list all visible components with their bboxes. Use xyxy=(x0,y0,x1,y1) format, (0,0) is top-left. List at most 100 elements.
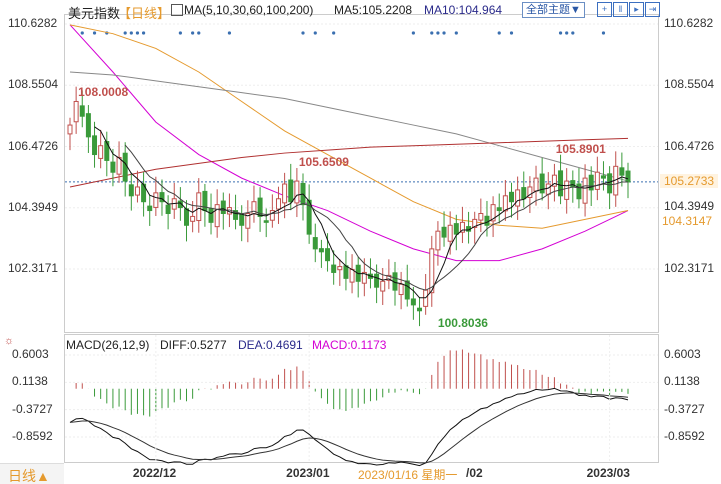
right-price-tick: 104.3949 xyxy=(664,198,715,213)
event-marker-dot xyxy=(123,31,127,35)
candle-body xyxy=(190,215,196,222)
candle-body xyxy=(588,174,594,191)
event-marker-dot xyxy=(313,31,317,35)
candle-body xyxy=(527,186,533,199)
macd-right-tick: -0.8592 xyxy=(664,429,705,443)
price-annotation: 100.8036 xyxy=(437,315,488,330)
ma-settings-icon[interactable] xyxy=(171,4,183,16)
event-marker-dot xyxy=(454,31,458,35)
period-label: 【日线】 xyxy=(118,6,171,21)
candle-body xyxy=(398,283,404,296)
candle-body xyxy=(165,204,171,214)
ma5-line xyxy=(94,126,629,299)
macd-right-tick: 0.6003 xyxy=(664,347,701,361)
macd-panel-frame xyxy=(64,334,659,463)
candle-body xyxy=(73,100,79,123)
zoom-icon[interactable]: ▸ xyxy=(629,2,644,17)
date-axis-label: 2023/01 xyxy=(286,466,330,480)
event-marker-dot xyxy=(571,31,575,35)
event-marker-dot xyxy=(565,31,569,35)
event-marker-dot xyxy=(135,31,140,35)
candle-body xyxy=(539,173,545,194)
candle-body xyxy=(269,210,275,221)
candle-body xyxy=(220,200,226,214)
candle-body xyxy=(435,230,441,251)
candle-body xyxy=(306,199,312,235)
hover-date: 2023/01/16 星期一 xyxy=(358,468,458,482)
candle-body xyxy=(263,220,269,223)
candle-body xyxy=(312,237,318,250)
candle-body xyxy=(508,191,514,203)
price-annotation: 105.6509 xyxy=(298,154,349,169)
candle-body xyxy=(570,180,576,188)
candle-body xyxy=(159,192,165,203)
candle-body xyxy=(245,212,251,229)
event-marker-dot xyxy=(178,31,182,35)
event-marker-dot xyxy=(509,31,514,35)
candle-body xyxy=(318,248,324,253)
candle-body xyxy=(490,204,496,222)
candle-body xyxy=(600,175,606,179)
macd-right-tick: 0.1138 xyxy=(664,374,700,389)
macd-left-tick: 0.6003 xyxy=(12,347,49,361)
candle-body xyxy=(472,218,478,228)
candle-body xyxy=(116,156,122,175)
candle-body xyxy=(110,161,116,173)
candle-body xyxy=(551,174,557,187)
candle-body xyxy=(478,212,484,221)
candle-body xyxy=(294,180,300,204)
candle-body xyxy=(331,264,337,273)
event-marker-dot xyxy=(332,31,336,35)
macd-settings-icon[interactable]: ☼ xyxy=(4,335,15,347)
current-price-label: 105.2733 xyxy=(660,173,719,188)
candle-body xyxy=(386,274,392,281)
candle-body xyxy=(576,183,582,200)
event-marker-dot xyxy=(558,31,563,35)
macd-dea: DEA:0.4691 xyxy=(238,338,303,352)
candle-body xyxy=(417,307,423,312)
candle-body xyxy=(410,298,416,306)
candle-body xyxy=(104,141,110,161)
candle-body xyxy=(98,145,104,159)
event-marker-dot xyxy=(601,31,606,35)
ma-params: MA(5,10,30,60,100,200) xyxy=(184,3,314,17)
candle-body xyxy=(558,170,564,197)
right-price-tick: 106.4726 xyxy=(664,138,715,153)
right-price-tick: 102.3171 xyxy=(664,261,715,275)
candle-body xyxy=(619,167,625,176)
ma5-value: MA5:105.2208 xyxy=(334,3,413,17)
forward-icon[interactable]: ⇥ xyxy=(645,2,660,17)
event-marker-dot xyxy=(436,31,440,35)
event-marker-dot xyxy=(301,31,305,35)
candle-body xyxy=(122,152,128,182)
ma30-line xyxy=(69,24,629,262)
compare-icon[interactable]: ‖ xyxy=(613,2,628,17)
candle-body xyxy=(282,183,288,204)
event-marker-dot xyxy=(92,31,97,35)
macd-diff: DIFF:0.5277 xyxy=(160,338,227,352)
event-marker-dot xyxy=(80,31,84,35)
candle-body xyxy=(134,186,140,196)
crosshair-icon[interactable]: + xyxy=(597,2,612,17)
right-price-tick: 108.5504 xyxy=(664,77,715,92)
date-axis-label: 2023/03 xyxy=(586,466,630,480)
diff-line xyxy=(69,387,629,467)
event-marker-dot xyxy=(411,31,415,35)
theme-dropdown[interactable]: 全部主题▼ xyxy=(522,2,585,18)
event-marker-dot xyxy=(191,31,195,35)
event-marker-dot xyxy=(197,31,201,35)
candle-body xyxy=(153,192,159,208)
date-axis-label: 2022/12 xyxy=(132,466,177,480)
ma200-line xyxy=(69,137,629,188)
period-switch-button[interactable]: 日线▲ xyxy=(8,468,50,484)
left-price-tick: 106.4726 xyxy=(8,138,59,153)
candle-body xyxy=(92,135,98,156)
candle-body xyxy=(288,179,294,203)
left-price-tick: 104.3949 xyxy=(8,199,59,214)
macd-label: MACD(26,12,9) xyxy=(66,338,150,352)
candle-body xyxy=(515,189,521,207)
candle-body xyxy=(564,180,570,200)
left-price-tick: 108.5504 xyxy=(8,77,59,92)
